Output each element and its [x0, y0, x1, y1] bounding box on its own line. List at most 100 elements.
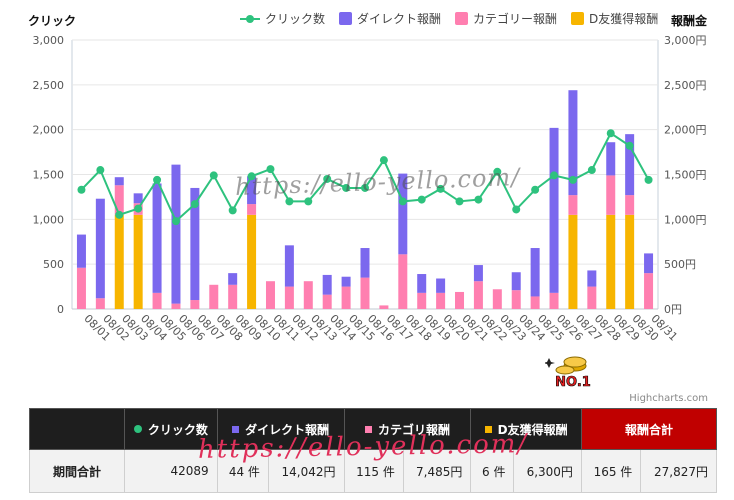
total-amount: 27,827円 — [640, 449, 717, 493]
clicks-point-08-09 — [228, 206, 237, 215]
table-header-row: クリック数 ダイレクト報酬 カテゴリ報酬 D友獲得報酬 報酬合計 — [29, 408, 718, 450]
legend-item-category[interactable]: カテゴリー報酬 — [455, 10, 557, 27]
clicks-point-08-06 — [171, 217, 180, 226]
bar-1-08-20 — [436, 292, 446, 309]
table-row: 期間合計 42089 44 件 14,042円 115 件 7,485円 6 件… — [29, 449, 717, 493]
clicks-point-08-28 — [587, 166, 596, 175]
clicks-point-08-13 — [304, 197, 313, 206]
dfriend-amount: 6,300円 — [513, 449, 582, 493]
bar-2-08-29 — [606, 142, 616, 176]
bar-2-08-12 — [284, 245, 294, 287]
bar-2-08-27 — [568, 90, 578, 196]
bar-2-08-24 — [511, 272, 521, 291]
bar-1-08-18 — [398, 254, 408, 309]
clicks-point-08-07 — [190, 200, 199, 209]
bar-1-08-22 — [473, 281, 483, 309]
y-tick-label: 1,500 — [33, 169, 65, 182]
bar-0-08-10 — [247, 214, 257, 309]
y-tick-label: 500 — [43, 258, 64, 271]
bar-2-08-31 — [644, 253, 654, 274]
direct-amount: 14,042円 — [267, 449, 345, 493]
dfriend-count: 6 件 — [470, 449, 515, 493]
bar-1-08-15 — [341, 286, 351, 309]
legend-item-clicks[interactable]: クリック数 — [240, 10, 325, 27]
header-total: 報酬合計 — [580, 408, 718, 450]
clicks-point-08-05 — [153, 175, 162, 184]
clicks-point-08-12 — [285, 197, 294, 206]
clicks-point-08-26 — [550, 171, 559, 180]
chart-legend: クリック数 ダイレクト報酬 カテゴリー報酬 D友獲得報酬 — [240, 10, 658, 27]
bar-2-08-25 — [530, 248, 540, 297]
clicks-point-08-23 — [493, 167, 502, 176]
clicks-point-08-31 — [644, 175, 653, 184]
bar-1-08-03 — [114, 185, 124, 215]
bar-2-08-19 — [417, 274, 427, 293]
y-tick-label: 1,000 — [33, 213, 65, 226]
header-clicks: クリック数 — [124, 408, 218, 450]
y2-tick-label: 0円 — [664, 303, 682, 316]
bar-2-08-05 — [152, 183, 162, 293]
y-tick-label: 2,000 — [33, 124, 65, 137]
right-axis-title: 報酬金 — [671, 14, 708, 28]
bar-1-08-25 — [530, 296, 540, 309]
legend-swatch-icon — [571, 12, 585, 25]
yellow-square-icon — [484, 425, 492, 433]
total-count: 165 件 — [580, 449, 642, 493]
bar-1-08-14 — [322, 294, 332, 309]
legend-item-direct[interactable]: ダイレクト報酬 — [339, 10, 441, 27]
bar-1-08-28 — [587, 286, 597, 309]
y2-tick-label: 2,000円 — [664, 124, 707, 137]
line-marker-icon — [240, 14, 260, 23]
chart-plot: 0 0円 500 500円 1,000 1,000円 1,500 1,500円 2,000 2,0… — [33, 34, 707, 344]
summary-table: クリック数 ダイレクト報酬 カテゴリ報酬 D友獲得報酬 報酬合計 期間合計 42… — [29, 408, 718, 493]
credits-link[interactable]: Highcharts.com — [629, 393, 708, 404]
clicks-point-08-01 — [77, 185, 86, 194]
direct-count: 44 件 — [216, 449, 269, 493]
clicks-point-08-21 — [455, 197, 464, 206]
row-label: 期間合計 — [29, 449, 125, 493]
table-corner-cell — [29, 408, 125, 450]
y2-tick-label: 2,500円 — [664, 79, 707, 92]
legend-swatch-icon — [455, 12, 469, 25]
svg-text:NO.1: NO.1 — [555, 375, 591, 390]
bar-1-08-31 — [644, 273, 654, 309]
legend-item-dfriend[interactable]: D友獲得報酬 — [571, 10, 658, 27]
watermark-text-overlay: https://ello-yello.com/ — [197, 429, 529, 465]
clicks-point-08-29 — [606, 129, 615, 138]
bar-2-08-26 — [549, 127, 559, 293]
bar-1-08-17 — [379, 305, 389, 309]
bar-2-08-30 — [625, 134, 635, 196]
bar-2-08-22 — [473, 265, 483, 282]
legend-swatch-icon — [339, 12, 353, 25]
y2-tick-label: 3,000円 — [664, 34, 707, 47]
bar-2-08-06 — [171, 164, 181, 304]
bar-1-08-23 — [492, 289, 502, 309]
bar-1-08-30 — [625, 195, 635, 215]
bar-0-08-03 — [114, 214, 124, 309]
bar-2-08-20 — [436, 278, 446, 293]
clicks-point-08-16 — [361, 183, 369, 192]
bar-2-08-28 — [587, 270, 597, 287]
bar-1-08-09 — [228, 284, 238, 309]
y2-tick-label: 500円 — [664, 258, 696, 271]
legend-label: D友獲得報酬 — [589, 12, 659, 26]
clicks-point-08-18 — [398, 197, 407, 206]
y-tick-label: 2,500 — [33, 79, 65, 92]
bar-1-08-29 — [606, 175, 616, 215]
bar-1-08-26 — [549, 292, 559, 309]
bar-2-08-01 — [76, 234, 86, 268]
bar-2-08-04 — [133, 193, 143, 204]
clicks-point-08-11 — [266, 165, 275, 174]
bar-1-08-21 — [455, 291, 465, 309]
clicks-value: 42089 — [124, 449, 218, 493]
clicks-point-08-02 — [96, 166, 105, 175]
bar-2-08-18 — [398, 173, 408, 255]
bar-1-08-16 — [360, 277, 370, 309]
clicks-point-08-04 — [134, 204, 143, 213]
clicks-point-08-10 — [247, 172, 256, 181]
bar-1-08-12 — [284, 286, 294, 309]
category-count: 115 件 — [343, 449, 404, 493]
green-dot-icon — [133, 424, 142, 433]
bar-1-08-02 — [95, 298, 105, 309]
